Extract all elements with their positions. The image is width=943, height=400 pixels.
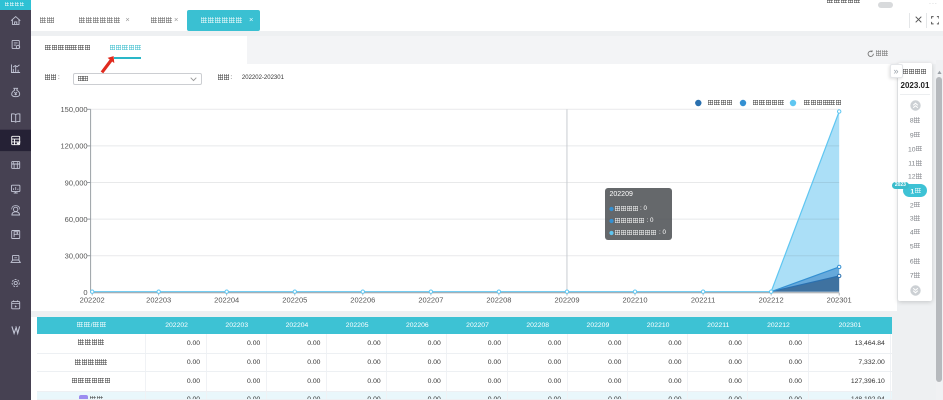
svg-text:120,000: 120,000	[61, 142, 88, 151]
svg-text:202206: 202206	[351, 296, 376, 305]
svg-text:150,000: 150,000	[61, 105, 88, 114]
svg-text:202212: 202212	[759, 296, 784, 305]
svg-text:202205: 202205	[283, 296, 308, 305]
svg-text:202208: 202208	[487, 296, 512, 305]
svg-text:60,000: 60,000	[65, 215, 88, 224]
svg-text:202301: 202301	[827, 296, 852, 305]
svg-text:202211: 202211	[691, 296, 715, 305]
svg-text:202203: 202203	[147, 296, 172, 305]
svg-text:202202: 202202	[80, 296, 105, 305]
svg-text:202209: 202209	[555, 296, 580, 305]
svg-text:202204: 202204	[215, 296, 240, 305]
svg-text:202210: 202210	[623, 296, 648, 305]
svg-text:0: 0	[84, 288, 88, 297]
svg-text:90,000: 90,000	[65, 179, 88, 188]
svg-text:202207: 202207	[419, 296, 444, 305]
svg-text:30,000: 30,000	[65, 252, 88, 261]
